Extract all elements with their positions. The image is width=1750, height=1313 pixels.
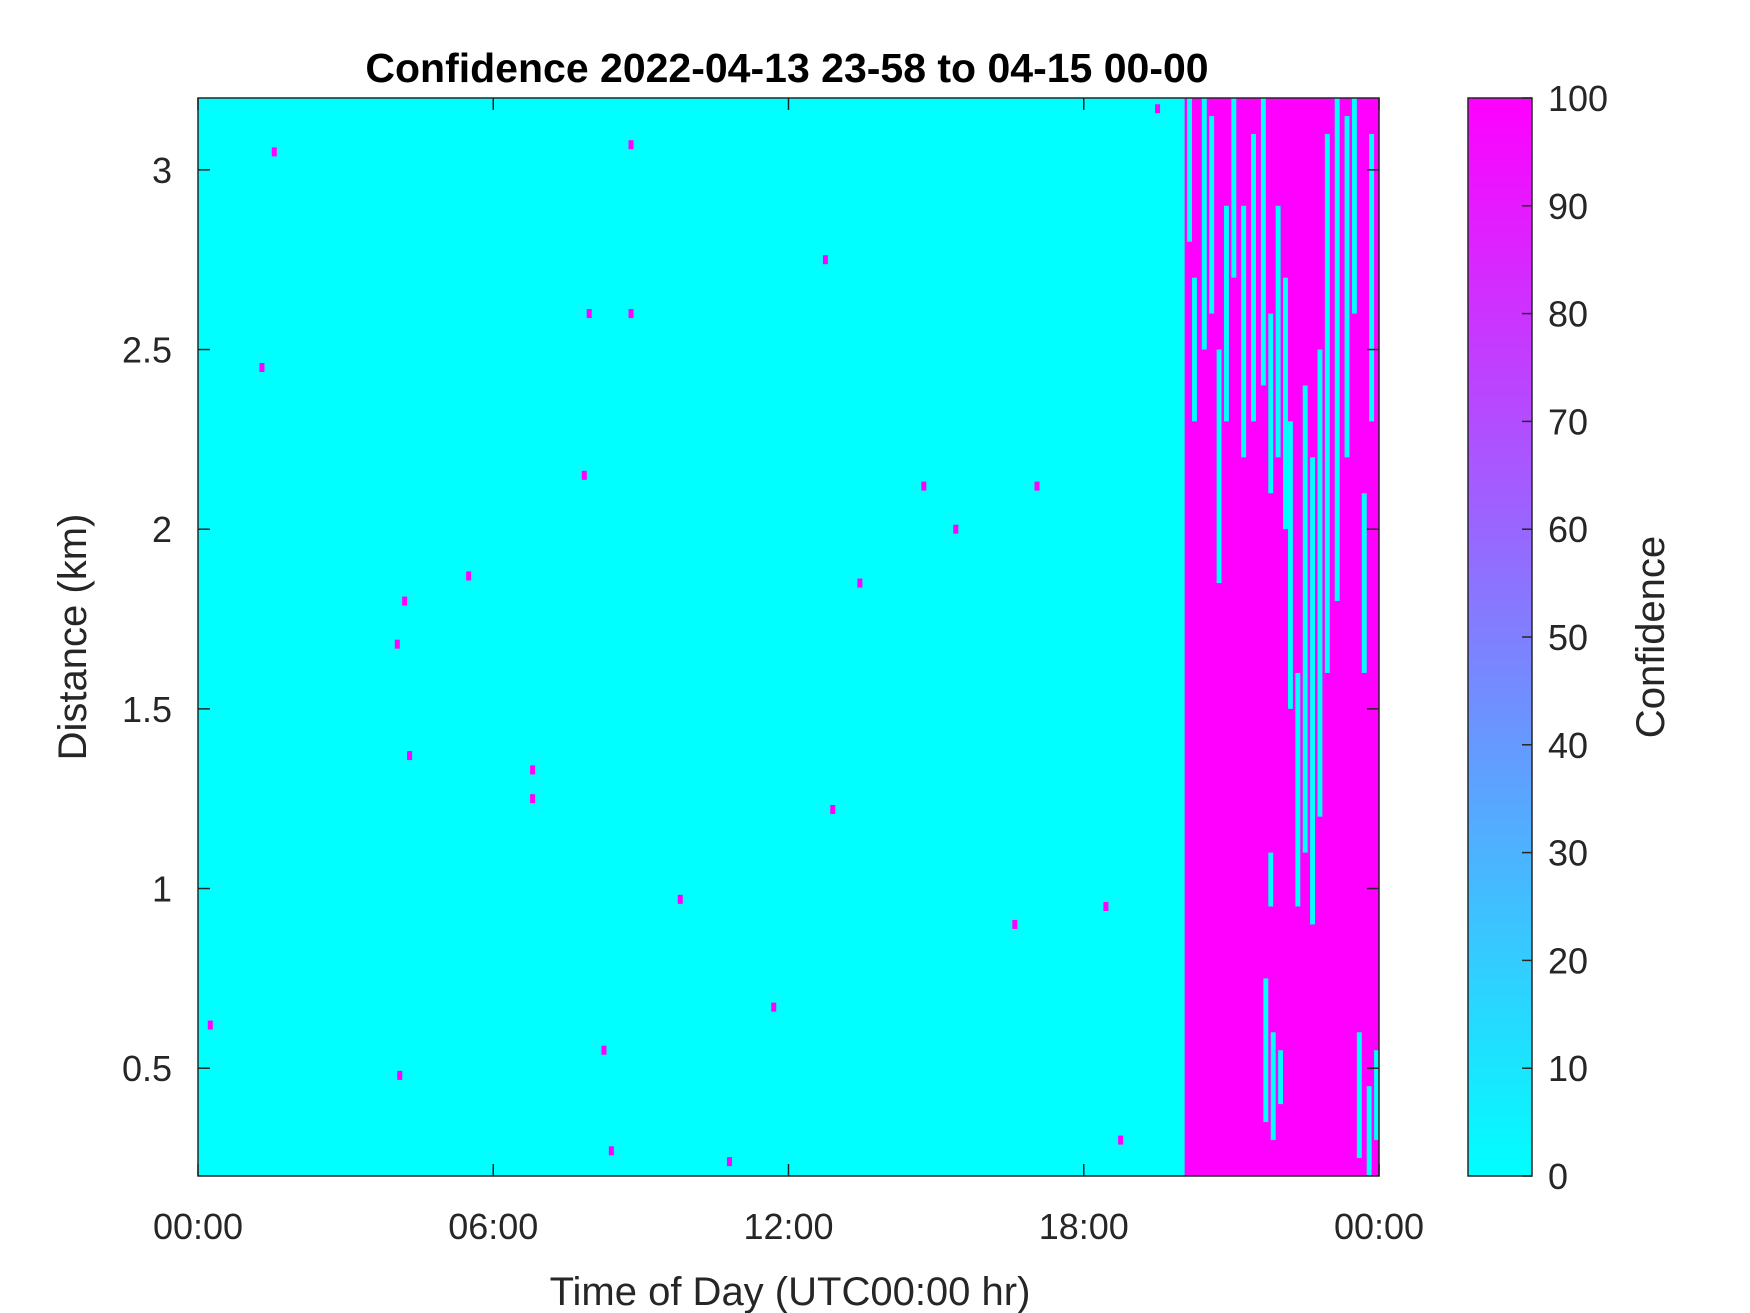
low-confidence-streak (1361, 493, 1367, 673)
low-confidence-streak (1268, 852, 1274, 907)
low-confidence-streak (1344, 115, 1350, 458)
isolated-detection (1103, 902, 1109, 911)
y-tick-label: 2.5 (122, 330, 172, 371)
isolated-detection (394, 639, 400, 649)
low-confidence-streak (1275, 205, 1281, 458)
low-confidence-streak (1278, 1050, 1284, 1105)
x-axis-label: Time of Day (UTC00:00 hr) (550, 1270, 1031, 1313)
low-confidence-streak (1366, 1086, 1372, 1176)
x-tick-label: 12:00 (743, 1206, 833, 1247)
y-tick-label: 2 (152, 509, 172, 550)
y-tick-label: 1.5 (122, 689, 172, 730)
colorbar: 0 10 20 30 40 50 60 70 80 90 100 Confidence (1467, 78, 1673, 1197)
colorbar-tick-label: 50 (1548, 617, 1588, 658)
isolated-detection (1012, 919, 1018, 929)
low-confidence-streak (1369, 133, 1375, 422)
heatmap-cells (207, 98, 1379, 1176)
low-confidence-streak (1374, 1050, 1379, 1141)
low-confidence-streak (1295, 672, 1301, 907)
colorbar-tick-label: 100 (1548, 78, 1608, 119)
colorbar-label: Confidence (1629, 536, 1673, 738)
isolated-detection (726, 1157, 732, 1167)
low-confidence-streak (1283, 277, 1288, 530)
low-confidence-streak (1192, 277, 1197, 422)
plot-area (197, 97, 1380, 1177)
isolated-detection (466, 571, 472, 581)
isolated-detection (1155, 104, 1161, 114)
low-confidence-streak (1351, 98, 1357, 314)
colorbar-gradient (1467, 97, 1533, 1177)
y-tick-label: 3 (152, 150, 172, 191)
x-tick-label: 06:00 (448, 1206, 538, 1247)
colorbar-tick-label: 0 (1548, 1156, 1568, 1197)
colorbar-tick-label: 70 (1548, 401, 1588, 442)
isolated-detection (530, 765, 536, 775)
low-confidence-streak (1270, 1032, 1276, 1141)
isolated-detection (953, 524, 959, 534)
isolated-detection (857, 578, 863, 588)
colorbar-tick-label: 90 (1548, 186, 1588, 227)
isolated-detection (271, 147, 277, 157)
low-confidence-streak (1263, 978, 1269, 1123)
x-tick-label: 00:00 (153, 1206, 243, 1247)
isolated-detection (771, 1002, 777, 1012)
isolated-detection (601, 1045, 607, 1055)
low-confidence-streak (1224, 205, 1229, 422)
isolated-detection (608, 1146, 614, 1156)
isolated-detection (628, 309, 634, 319)
low-confidence-streak (1216, 349, 1222, 584)
chart-title: Confidence 2022-04-13 23-58 to 04-15 00-… (365, 45, 1208, 91)
isolated-detection (1118, 1135, 1124, 1145)
low-confidence-streak (1201, 98, 1207, 350)
isolated-detection (822, 255, 828, 265)
low-confidence-streak (1241, 205, 1247, 458)
x-tick-label: 00:00 (1334, 1206, 1424, 1247)
y-tick-label: 1 (152, 869, 172, 910)
colorbar-tick-label: 60 (1548, 509, 1588, 550)
y-tick-label: 0.5 (122, 1048, 172, 1089)
isolated-detection (530, 794, 536, 804)
y-axis: 0.5 1 1.5 2 2.5 3 (122, 150, 1379, 1089)
colorbar-tick-label: 10 (1548, 1048, 1588, 1089)
x-axis: 00:00 06:00 12:00 18:00 00:00 (153, 98, 1424, 1247)
x-tick-label: 18:00 (1039, 1206, 1129, 1247)
low-confidence-streak (1187, 98, 1192, 242)
colorbar-tick-label: 30 (1548, 833, 1588, 874)
low-confidence-streak (1268, 313, 1274, 494)
low-confidence-streak (1209, 115, 1215, 314)
low-confidence-streak (1231, 98, 1237, 278)
isolated-detection (628, 140, 634, 150)
low-confidence-streak (1310, 457, 1316, 925)
isolated-detection (1034, 481, 1040, 491)
colorbar-tick-label: 20 (1548, 940, 1588, 981)
isolated-detection (397, 1070, 403, 1080)
low-confidence-streak (1287, 421, 1293, 709)
isolated-detection (207, 1020, 213, 1030)
low-confidence-streak (1356, 1032, 1362, 1159)
y-axis-label: Distance (km) (51, 514, 95, 761)
low-confidence-streak (1324, 133, 1330, 673)
isolated-detection (830, 804, 836, 814)
isolated-detection (402, 596, 408, 606)
plot-background (198, 98, 1379, 1176)
low-confidence-streak (1334, 98, 1340, 602)
isolated-detection (259, 363, 265, 372)
low-confidence-streak (1302, 385, 1308, 853)
isolated-detection (581, 470, 587, 480)
colorbar-tick-label: 80 (1548, 294, 1588, 335)
isolated-detection (677, 894, 683, 904)
isolated-detection (407, 751, 413, 761)
isolated-detection (586, 309, 592, 319)
colorbar-ticks: 0 10 20 30 40 50 60 70 80 90 100 (1522, 78, 1608, 1197)
low-confidence-streak (1317, 349, 1323, 817)
isolated-detection (921, 481, 927, 491)
low-confidence-streak (1260, 98, 1266, 386)
low-confidence-streak (1251, 133, 1256, 422)
colorbar-tick-label: 40 (1548, 725, 1588, 766)
